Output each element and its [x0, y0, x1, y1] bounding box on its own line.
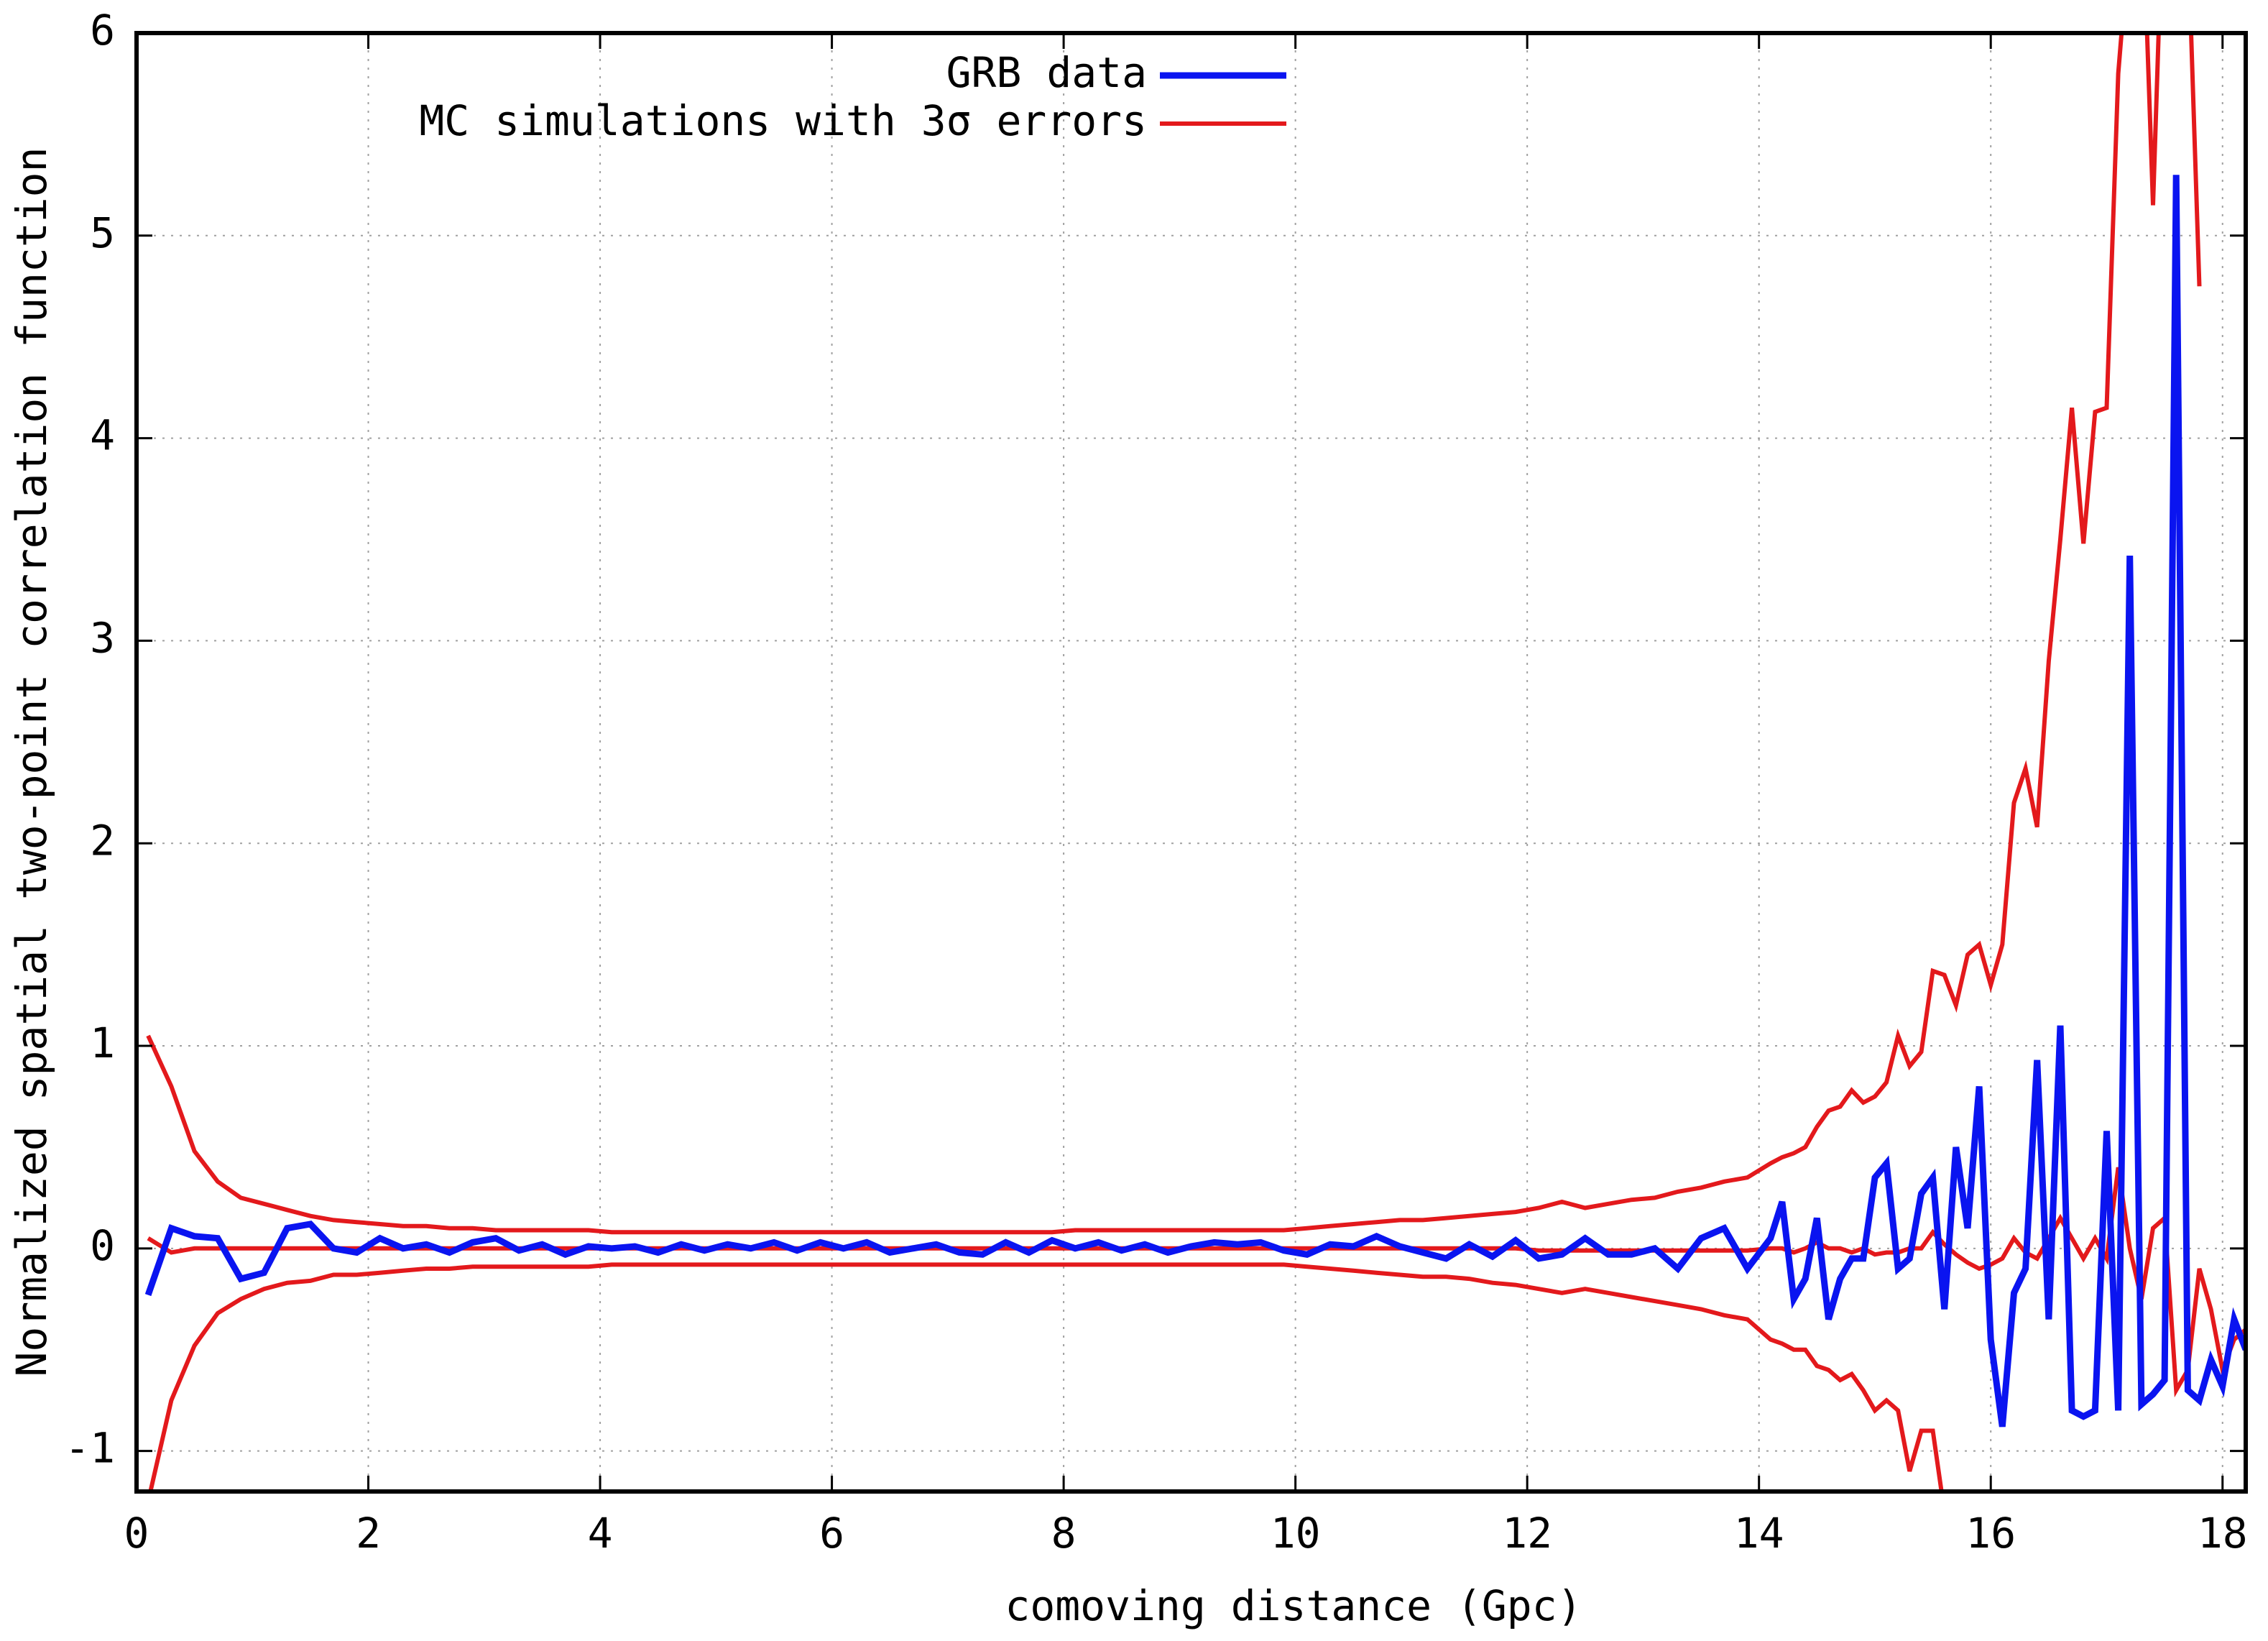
data-line: [147, 1167, 2246, 1398]
y-tick-label: 6: [90, 6, 115, 55]
x-tick-label: 0: [124, 1509, 149, 1558]
plot-frame: [134, 31, 2248, 1494]
x-tick-label: 6: [819, 1509, 844, 1558]
legend-label: GRB data: [946, 48, 1147, 97]
grid: [136, 32, 2246, 1491]
x-tick-label: 18: [2198, 1509, 2248, 1558]
y-tick-label: 1: [90, 1019, 115, 1067]
x-tick-label: 16: [1965, 1509, 2016, 1558]
x-tick-label: 14: [1734, 1509, 1784, 1558]
y-tick-label: 5: [90, 208, 115, 257]
x-tick-label: 10: [1271, 1509, 1321, 1558]
y-tick-label: 2: [90, 816, 115, 865]
plot-area: [144, 33, 2246, 1491]
y-tick-label: 3: [90, 614, 115, 663]
y-tick-label: 4: [90, 411, 115, 460]
y-tick-label: 0: [90, 1221, 115, 1270]
y-axis-label: Normalized spatial two-point correlation…: [7, 147, 56, 1376]
x-tick-label: 2: [356, 1509, 381, 1558]
error-band-upper: [146, 33, 2202, 1235]
y-tick-label: -1: [65, 1424, 115, 1473]
x-tick-label: 12: [1502, 1509, 1552, 1558]
error-band-lower: [148, 1262, 1944, 1491]
legend-label: MC simulations with 3σ errors: [419, 96, 1147, 145]
data-line: [144, 175, 2246, 1428]
x-tick-label: 4: [588, 1509, 613, 1558]
x-tick-label: 8: [1051, 1509, 1077, 1558]
x-axis-label: comoving distance (Gpc): [1005, 1581, 1582, 1630]
